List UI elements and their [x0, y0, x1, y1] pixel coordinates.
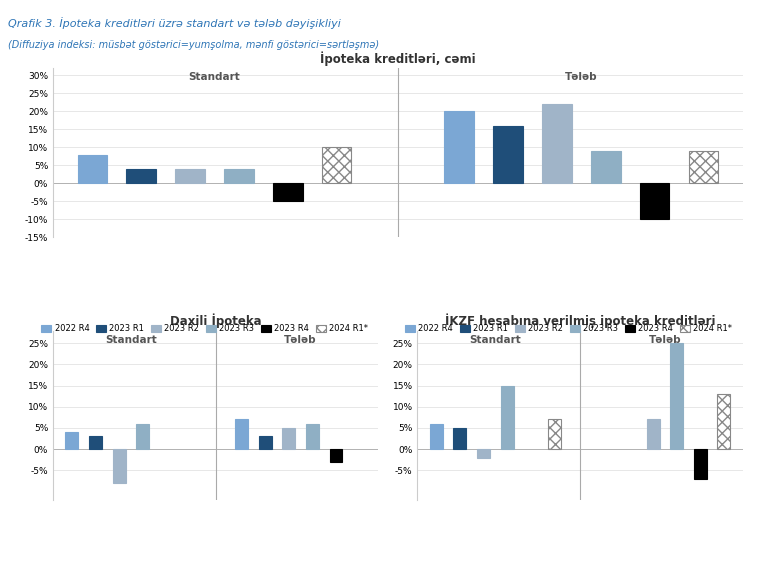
Bar	[444, 111, 474, 183]
Bar	[136, 424, 149, 449]
Text: Tələb: Tələb	[284, 335, 317, 345]
Bar	[77, 154, 107, 183]
Bar	[670, 343, 683, 449]
Bar	[322, 148, 352, 183]
Bar	[282, 428, 296, 449]
Bar	[89, 436, 102, 449]
Title: İpoteka kreditləri, cəmi: İpoteka kreditləri, cəmi	[320, 51, 476, 66]
Text: Tələb: Tələb	[565, 72, 598, 82]
Bar	[306, 424, 319, 449]
Bar	[175, 169, 205, 183]
Bar	[235, 419, 248, 449]
Text: Standart: Standart	[469, 335, 522, 345]
Bar	[694, 449, 707, 479]
Bar	[224, 169, 254, 183]
Bar	[430, 424, 443, 449]
Legend: 2022 R4, 2023 R1, 2023 R2, 2023 R3, 2023 R4, 2024 R1*: 2022 R4, 2023 R1, 2023 R2, 2023 R3, 2023…	[402, 321, 735, 337]
Bar	[258, 436, 271, 449]
Bar	[548, 419, 561, 449]
Text: Standart: Standart	[105, 335, 157, 345]
Bar	[273, 183, 302, 202]
Bar	[453, 428, 466, 449]
Bar	[647, 419, 659, 449]
Bar	[113, 449, 126, 483]
Title: Daxili İpoteka: Daxili İpoteka	[170, 314, 262, 328]
Bar	[591, 151, 621, 183]
Bar	[718, 394, 731, 449]
Text: Standart: Standart	[189, 72, 240, 82]
Bar	[500, 386, 514, 449]
Bar	[493, 126, 523, 183]
Bar	[330, 449, 343, 462]
Text: (Diffuziya indeksi: müsbət göstərici=yumşolma, mənfi göstərici=sərtləşmə): (Diffuziya indeksi: müsbət göstərici=yum…	[8, 40, 379, 50]
Legend: 2022 R4, 2023 R1, 2023 R2, 2023 R3, 2023 R4, 2024 R1*: 2022 R4, 2023 R1, 2023 R2, 2023 R3, 2023…	[38, 321, 371, 337]
Bar	[542, 104, 572, 183]
Bar	[689, 151, 719, 183]
Bar	[127, 169, 156, 183]
Text: Qrafik 3. İpoteka kreditləri üzrə standart və tələb dəyişikliyi: Qrafik 3. İpoteka kreditləri üzrə standa…	[8, 17, 340, 29]
Bar	[640, 183, 669, 219]
Title: İKZF hesabına verilmiş ipoteka kreditləri: İKZF hesabına verilmiş ipoteka kreditlər…	[445, 314, 716, 328]
Text: Tələb: Tələb	[649, 335, 681, 345]
Bar	[477, 449, 490, 457]
Bar	[65, 432, 78, 449]
